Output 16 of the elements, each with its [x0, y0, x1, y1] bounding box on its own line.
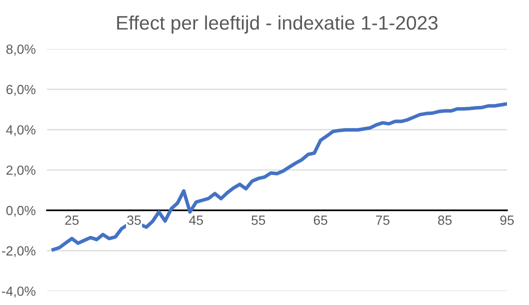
- x-tick-label: 25: [65, 216, 79, 225]
- y-tick-label: 6,0%: [6, 84, 36, 96]
- x-tick-label: 45: [189, 216, 203, 225]
- chart-title: Effect per leeftijd - indexatie 1-1-2023: [117, 15, 438, 34]
- x-tick-label: 35: [127, 216, 141, 225]
- x-tick-label: 85: [438, 216, 452, 225]
- y-tick-label: 4,0%: [6, 125, 36, 136]
- x-tick-label: 55: [252, 216, 266, 225]
- y-tick-label: 2,0%: [6, 166, 36, 176]
- y-tick-label: 8,0%: [6, 44, 36, 56]
- y-tick-label: 0,0%: [6, 206, 36, 217]
- x-tick-label: 65: [314, 216, 328, 225]
- y-tick-label: -4,0%: [2, 286, 36, 298]
- x-tick-label: 95: [500, 216, 514, 225]
- x-tick-label: 75: [376, 216, 390, 225]
- y-tick-label: -2,0%: [2, 246, 36, 258]
